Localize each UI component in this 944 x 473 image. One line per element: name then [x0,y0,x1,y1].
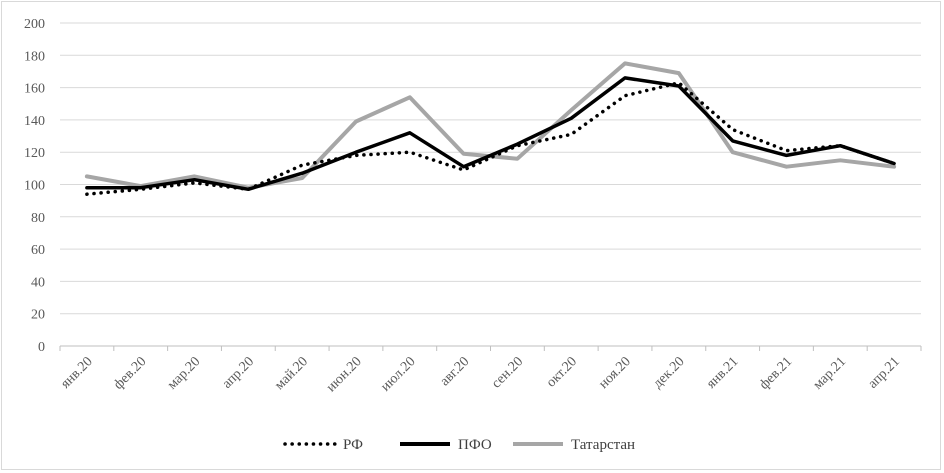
y-tick-label: 120 [24,146,45,161]
x-tick-label: июл.20 [378,354,418,394]
legend-label: РФ [343,437,363,453]
y-tick-label: 160 [24,82,45,97]
series-line-РФ [85,81,896,196]
y-tick-label: 140 [24,114,45,129]
y-tick-label: 200 [24,17,45,32]
series-line-ПФО [85,76,896,192]
series-line-Татарстан [84,61,897,190]
y-tick-label: 40 [31,275,45,290]
x-tick-label: фев.20 [111,354,149,392]
y-tick-label: 0 [38,340,45,355]
y-tick-label: 60 [31,243,45,258]
x-tick-label: мар.21 [811,354,850,393]
x-tick-label: окт.20 [544,354,580,390]
x-tick-label: апр.20 [220,354,257,391]
x-tick-label: май.20 [272,354,311,393]
x-tick-label: ноя.20 [596,354,634,392]
legend-label: ПФО [458,437,492,453]
x-tick-label: сен.20 [489,354,526,391]
x-tick-label: мар.20 [165,354,204,393]
x-tick-label: фев.21 [757,354,795,392]
y-tick-label: 80 [31,211,45,226]
x-tick-label: дек.20 [650,354,687,391]
x-tick-label: июн.20 [324,354,365,395]
y-tick-label: 100 [24,179,45,194]
x-tick-label: янв.20 [58,354,96,392]
y-tick-label: 180 [24,49,45,64]
legend-label: Татарстан [571,437,635,453]
x-tick-label: янв.21 [704,354,742,392]
x-tick-label: авг.20 [437,354,472,389]
y-tick-label: 20 [31,308,45,323]
x-tick-label: апр.21 [865,354,902,391]
